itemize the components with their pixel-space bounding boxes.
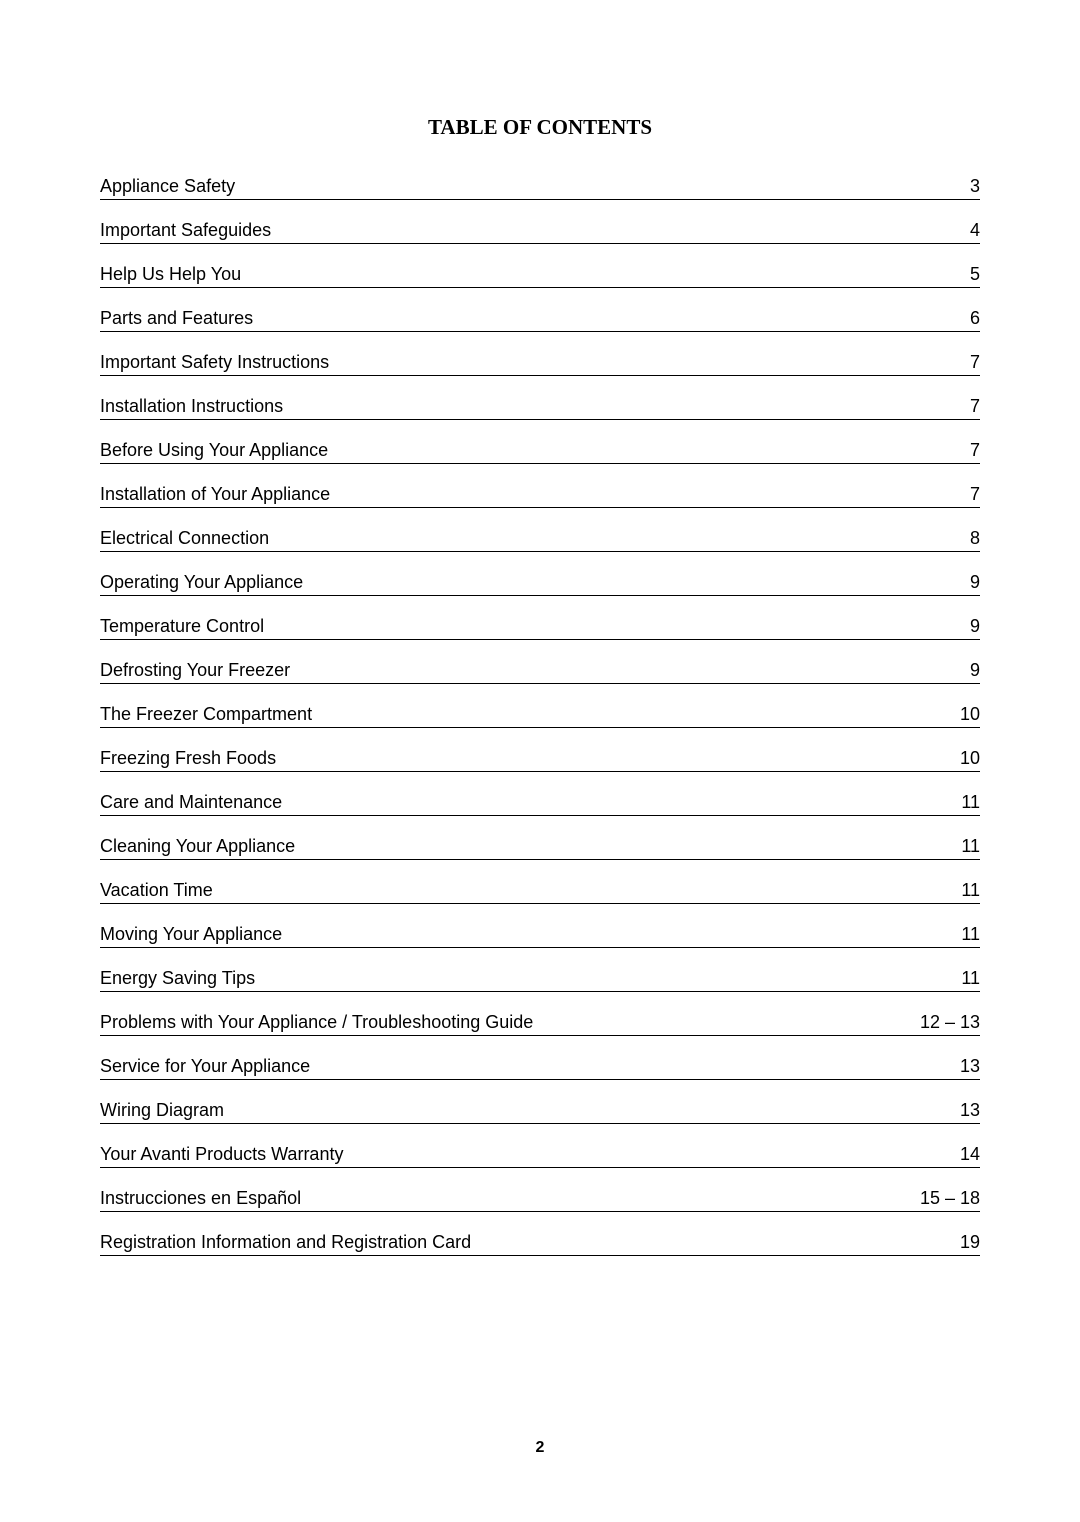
toc-row: Before Using Your Appliance 7 [100, 440, 980, 464]
toc-row: Appliance Safety 3 [100, 176, 980, 200]
toc-entry-page: 11 [941, 924, 980, 945]
toc-entry-page: 10 [940, 748, 980, 769]
toc-row: Temperature Control 9 [100, 616, 980, 640]
toc-entry-label: Your Avanti Products Warranty [100, 1144, 343, 1165]
toc-entry-page: 15 – 18 [900, 1188, 980, 1209]
toc-row: Your Avanti Products Warranty 14 [100, 1144, 980, 1168]
toc-entry-page: 11 [941, 880, 980, 901]
toc-row: Wiring Diagram 13 [100, 1100, 980, 1124]
toc-row: Operating Your Appliance 9 [100, 572, 980, 596]
toc-entry-page: 7 [950, 484, 980, 505]
toc-entry-label: Defrosting Your Freezer [100, 660, 290, 681]
toc-entry-page: 9 [950, 572, 980, 593]
toc-entry-page: 11 [941, 968, 980, 989]
toc-entry-label: Important Safety Instructions [100, 352, 329, 373]
toc-entry-label: Registration Information and Registratio… [100, 1232, 471, 1253]
toc-row: Important Safeguides 4 [100, 220, 980, 244]
toc-entry-label: Problems with Your Appliance / Troublesh… [100, 1012, 533, 1033]
toc-entry-label: Before Using Your Appliance [100, 440, 328, 461]
toc-entry-page: 9 [950, 616, 980, 637]
toc-entry-label: Instrucciones en Español [100, 1188, 301, 1209]
toc-row: Defrosting Your Freezer 9 [100, 660, 980, 684]
toc-entry-page: 8 [950, 528, 980, 549]
toc-entry-page: 11 [941, 792, 980, 813]
toc-entry-page: 4 [950, 220, 980, 241]
toc-entry-page: 5 [950, 264, 980, 285]
page-container: TABLE OF CONTENTS Appliance Safety 3 Impor… [0, 0, 1080, 1522]
toc-row: Help Us Help You 5 [100, 264, 980, 288]
toc-entry-label: Energy Saving Tips [100, 968, 255, 989]
toc-entry-label: Parts and Features [100, 308, 253, 329]
toc-entry-label: Installation Instructions [100, 396, 283, 417]
toc-entry-label: Temperature Control [100, 616, 264, 637]
toc-entry-label: Care and Maintenance [100, 792, 282, 813]
toc-entry-label: Moving Your Appliance [100, 924, 282, 945]
toc-entry-page: 9 [950, 660, 980, 681]
toc-row: Important Safety Instructions 7 [100, 352, 980, 376]
toc-entry-label: Vacation Time [100, 880, 213, 901]
toc-row: Vacation Time 11 [100, 880, 980, 904]
toc-row: The Freezer Compartment 10 [100, 704, 980, 728]
toc-entry-page: 10 [940, 704, 980, 725]
page-number: 2 [0, 1439, 1080, 1457]
toc-entry-label: Freezing Fresh Foods [100, 748, 276, 769]
toc-row: Moving Your Appliance 11 [100, 924, 980, 948]
toc-entry-label: Operating Your Appliance [100, 572, 303, 593]
toc-entry-page: 13 [940, 1056, 980, 1077]
toc-entry-label: Installation of Your Appliance [100, 484, 330, 505]
toc-entry-page: 14 [940, 1144, 980, 1165]
toc-row: Installation of Your Appliance 7 [100, 484, 980, 508]
toc-row: Instrucciones en Español 15 – 18 [100, 1188, 980, 1212]
toc-entry-label: Important Safeguides [100, 220, 271, 241]
toc-entry-label: Service for Your Appliance [100, 1056, 310, 1077]
toc-row: Service for Your Appliance 13 [100, 1056, 980, 1080]
toc-entry-page: 11 [941, 836, 980, 857]
toc-row: Parts and Features 6 [100, 308, 980, 332]
toc-entry-page: 7 [950, 440, 980, 461]
toc-entry-page: 6 [950, 308, 980, 329]
toc-row: Problems with Your Appliance / Troublesh… [100, 1012, 980, 1036]
toc-row: Installation Instructions 7 [100, 396, 980, 420]
toc-entry-page: 13 [940, 1100, 980, 1121]
toc-row: Electrical Connection 8 [100, 528, 980, 552]
toc-entry-label: The Freezer Compartment [100, 704, 312, 725]
toc-row: Care and Maintenance 11 [100, 792, 980, 816]
toc-entry-page: 7 [950, 352, 980, 373]
toc-entry-page: 12 – 13 [900, 1012, 980, 1033]
toc-entry-label: Cleaning Your Appliance [100, 836, 295, 857]
toc-row: Cleaning Your Appliance 11 [100, 836, 980, 860]
toc-entry-page: 19 [940, 1232, 980, 1253]
toc-row: Energy Saving Tips 11 [100, 968, 980, 992]
toc-row: Registration Information and Registratio… [100, 1232, 980, 1256]
toc-entry-label: Help Us Help You [100, 264, 241, 285]
toc-entry-page: 7 [950, 396, 980, 417]
toc-title: TABLE OF CONTENTS [100, 115, 980, 140]
toc-entry-page: 3 [950, 176, 980, 197]
toc-entry-label: Wiring Diagram [100, 1100, 224, 1121]
toc-entry-label: Electrical Connection [100, 528, 269, 549]
toc-list: Appliance Safety 3 Important Safeguides 4 He… [100, 176, 980, 1256]
toc-row: Freezing Fresh Foods 10 [100, 748, 980, 772]
toc-entry-label: Appliance Safety [100, 176, 235, 197]
